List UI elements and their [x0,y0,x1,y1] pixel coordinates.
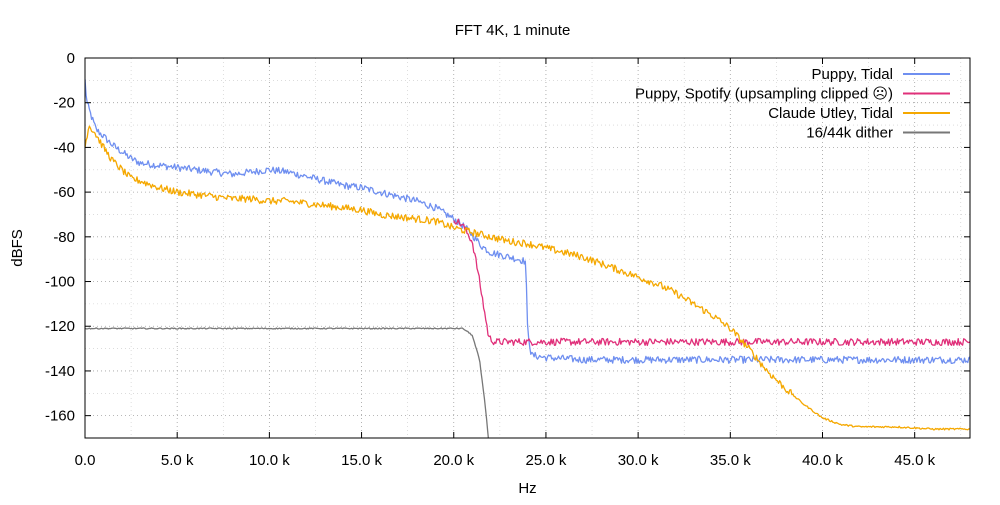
x-tick-label: 45.0 k [894,452,935,469]
series-line-0 [85,79,970,364]
series-line-3 [85,327,489,438]
series-line-1 [453,218,970,347]
y-tick-label: -20 [53,95,75,112]
x-tick-label: 10.0 k [249,452,290,469]
x-tick-label: 25.0 k [526,452,567,469]
x-tick-label: 35.0 k [710,452,751,469]
x-tick-label: 30.0 k [618,452,659,469]
y-axis-title: dBFS [9,229,26,267]
legend: Puppy, Tidal Puppy, Spotify (upsampling c… [635,66,950,142]
x-tick-label: 40.0 k [802,452,843,469]
y-tick-label: -160 [45,408,75,425]
x-tick-label: 20.0 k [433,452,474,469]
legend-label: Puppy, Spotify (upsampling clipped ☹) [635,86,893,103]
plot-frame [84,57,971,439]
x-tick-label: 5.0 k [161,452,194,469]
y-tick-label: -120 [45,318,75,335]
legend-label: Puppy, Tidal [812,66,893,83]
series-line-2 [85,125,970,431]
x-tick-label: 15.0 k [341,452,382,469]
x-axis-title: Hz [518,480,536,497]
y-tick-label: 0 [67,50,75,67]
axis-ticks: 0.0 5.0 k 10.0 k 15.0 k 20.0 k 25.0 k 30.0 k 35… [45,50,970,469]
series-lines [85,79,970,438]
legend-label: 16/44k dither [806,125,893,142]
legend-label: Claude Utley, Tidal [768,105,893,122]
chart-title: FFT 4K, 1 minute [455,22,571,39]
y-tick-label: -80 [53,229,75,246]
x-tick-label: 0.0 [75,452,96,469]
y-tick-label: -60 [53,184,75,201]
y-tick-label: -100 [45,274,75,291]
y-tick-label: -140 [45,363,75,380]
grid [85,58,970,438]
y-tick-label: -40 [53,139,75,156]
